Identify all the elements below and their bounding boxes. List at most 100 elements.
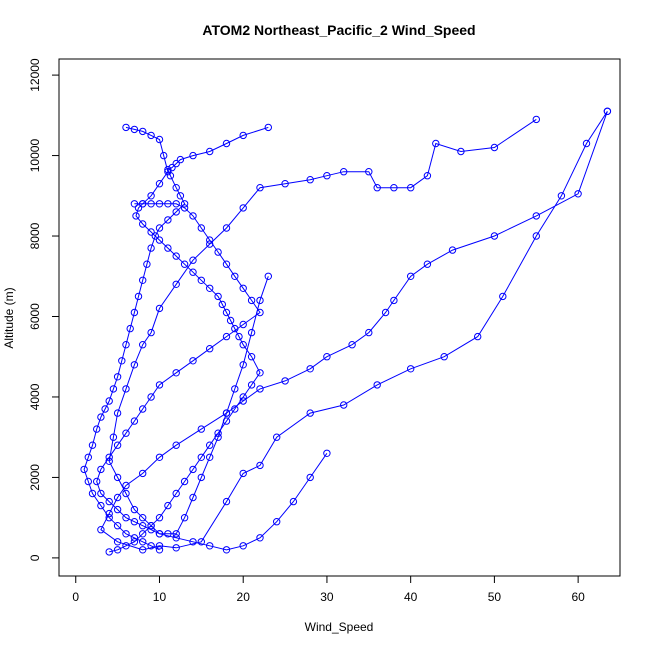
data-point bbox=[490, 232, 499, 240]
data-point bbox=[113, 522, 122, 530]
data-point bbox=[113, 373, 122, 381]
data-point bbox=[139, 127, 147, 136]
data-point bbox=[118, 357, 126, 365]
data-point bbox=[407, 365, 415, 373]
data-point bbox=[139, 341, 147, 349]
data-point bbox=[180, 200, 189, 208]
series-layer bbox=[80, 107, 612, 556]
x-tick-label: 30 bbox=[320, 590, 334, 604]
data-point bbox=[113, 505, 122, 514]
data-point bbox=[264, 272, 272, 280]
series-line bbox=[83, 126, 269, 551]
data-point bbox=[222, 224, 231, 232]
data-point bbox=[256, 369, 264, 377]
data-point bbox=[189, 357, 197, 365]
data-point bbox=[256, 461, 264, 470]
data-point bbox=[113, 441, 122, 449]
data-point bbox=[222, 139, 231, 148]
data-point bbox=[189, 212, 197, 220]
series-1 bbox=[97, 107, 612, 554]
data-point bbox=[574, 190, 582, 198]
data-point bbox=[151, 232, 160, 240]
data-point bbox=[139, 220, 147, 228]
data-point bbox=[222, 332, 231, 341]
data-point bbox=[247, 381, 256, 389]
data-point bbox=[139, 514, 147, 522]
data-point bbox=[172, 441, 180, 449]
x-tick-label: 10 bbox=[153, 590, 167, 604]
data-point bbox=[155, 200, 164, 208]
data-point bbox=[113, 409, 122, 417]
data-point bbox=[164, 216, 172, 224]
data-point bbox=[155, 381, 164, 389]
data-point bbox=[281, 377, 289, 385]
data-point bbox=[231, 405, 239, 413]
data-point bbox=[214, 292, 222, 301]
data-point bbox=[139, 522, 147, 530]
y-tick-label: 2000 bbox=[28, 464, 42, 491]
data-point bbox=[582, 139, 591, 148]
data-point bbox=[180, 204, 189, 212]
series-4 bbox=[105, 123, 264, 556]
data-point bbox=[323, 353, 331, 361]
data-point bbox=[139, 405, 147, 413]
data-point bbox=[155, 453, 164, 461]
data-point bbox=[155, 180, 164, 188]
data-point bbox=[97, 489, 105, 498]
data-point bbox=[139, 469, 147, 478]
data-point bbox=[105, 548, 113, 556]
data-point bbox=[247, 328, 256, 337]
data-point bbox=[172, 369, 180, 377]
data-point bbox=[122, 514, 130, 522]
data-point bbox=[164, 244, 172, 252]
data-point bbox=[147, 131, 155, 140]
data-point bbox=[340, 401, 348, 409]
data-point bbox=[113, 538, 122, 546]
data-point bbox=[348, 341, 356, 349]
data-point bbox=[105, 397, 113, 405]
data-point bbox=[273, 518, 281, 526]
data-point bbox=[407, 184, 415, 192]
data-point bbox=[122, 341, 130, 349]
data-point bbox=[239, 393, 247, 401]
data-point bbox=[189, 151, 197, 160]
data-point bbox=[172, 159, 180, 168]
data-point bbox=[323, 172, 331, 180]
data-point bbox=[134, 292, 143, 301]
data-point bbox=[155, 514, 164, 522]
data-point bbox=[164, 165, 172, 174]
data-point bbox=[239, 320, 247, 329]
data-point bbox=[130, 125, 139, 134]
data-point bbox=[206, 453, 214, 461]
data-point bbox=[197, 538, 206, 546]
data-point bbox=[256, 296, 264, 305]
data-point bbox=[155, 224, 164, 232]
data-point bbox=[109, 433, 118, 441]
data-point bbox=[222, 409, 231, 417]
data-point bbox=[423, 260, 432, 268]
data-point bbox=[139, 546, 147, 554]
data-point bbox=[231, 272, 239, 280]
data-point bbox=[214, 429, 222, 437]
data-point bbox=[281, 180, 289, 188]
x-axis: 0 10 20 30 40 50 60 bbox=[72, 575, 585, 604]
data-point bbox=[122, 385, 130, 393]
data-point bbox=[340, 168, 348, 176]
data-point bbox=[130, 200, 139, 208]
data-point bbox=[222, 260, 231, 268]
series-3 bbox=[80, 123, 272, 554]
data-point bbox=[126, 324, 134, 333]
data-point bbox=[113, 493, 122, 502]
data-point bbox=[147, 393, 155, 401]
data-point bbox=[168, 163, 176, 172]
data-point bbox=[130, 518, 139, 526]
data-point bbox=[239, 341, 247, 349]
data-point bbox=[143, 260, 151, 268]
data-point bbox=[381, 308, 390, 317]
data-point bbox=[134, 204, 143, 212]
data-point bbox=[306, 409, 314, 417]
data-point bbox=[97, 465, 105, 474]
data-point bbox=[122, 542, 130, 550]
data-point bbox=[155, 542, 164, 550]
data-point bbox=[603, 107, 612, 116]
